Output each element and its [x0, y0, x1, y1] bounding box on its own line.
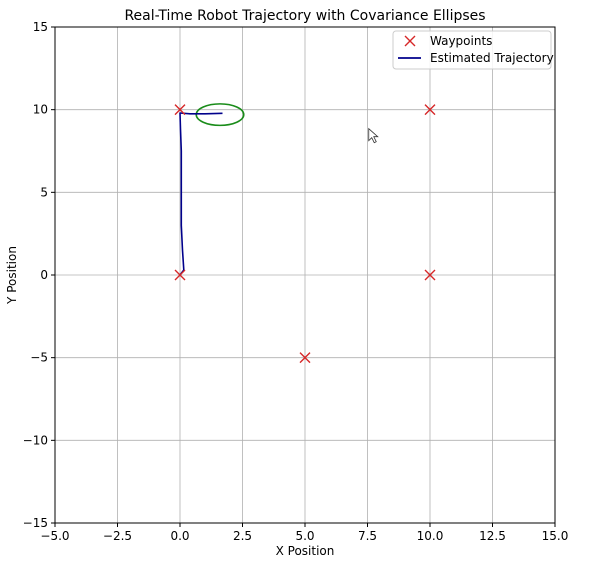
x-tick-label: 5.0 [295, 529, 314, 543]
waypoint-marker [174, 104, 186, 116]
y-tick-label: −10 [23, 433, 48, 447]
grid [54, 26, 556, 524]
y-axis-label: Y Position [5, 246, 19, 305]
mouse-cursor-icon [368, 127, 379, 144]
legend-box [392, 30, 552, 70]
legend-label: Waypoints [430, 34, 492, 48]
x-tick-label: 15.0 [542, 529, 569, 543]
legend-label: Estimated Trajectory [430, 51, 554, 65]
x-axis-label: X Position [276, 544, 335, 558]
x-tick-label: −2.5 [103, 529, 132, 543]
trajectory-line [179, 112, 223, 276]
x-tick-label: 10.0 [417, 529, 444, 543]
waypoint-marker [174, 269, 186, 281]
x-tick-label: 0.0 [170, 529, 189, 543]
waypoint-marker [299, 352, 311, 364]
x-tick-label: 12.5 [479, 529, 506, 543]
cursor-arrow [368, 127, 379, 144]
plot-content [174, 103, 436, 364]
waypoint-marker [424, 269, 436, 281]
covariance-ellipse [195, 103, 245, 127]
y-tick-label: 5 [40, 185, 48, 199]
chart-title: Real-Time Robot Trajectory with Covarian… [124, 8, 485, 24]
ticks: −5.0 −2.5 0.0 2.5 5.0 7.5 10.0 12.5 15.0 −15 −10 −5… [23, 20, 569, 543]
legend-waypoint-marker [404, 35, 416, 47]
waypoint-marker [424, 104, 436, 116]
x-tick-label: −5.0 [40, 529, 69, 543]
x-tick-label: 7.5 [358, 529, 377, 543]
x-tick-label: 2.5 [233, 529, 252, 543]
y-tick-label: −5 [30, 351, 48, 365]
y-tick-label: −15 [23, 516, 48, 530]
y-tick-label: 10 [33, 103, 48, 117]
y-tick-label: 0 [40, 268, 48, 282]
y-tick-label: 15 [33, 20, 48, 34]
legend: Waypoints Estimated Trajectory [392, 30, 554, 70]
